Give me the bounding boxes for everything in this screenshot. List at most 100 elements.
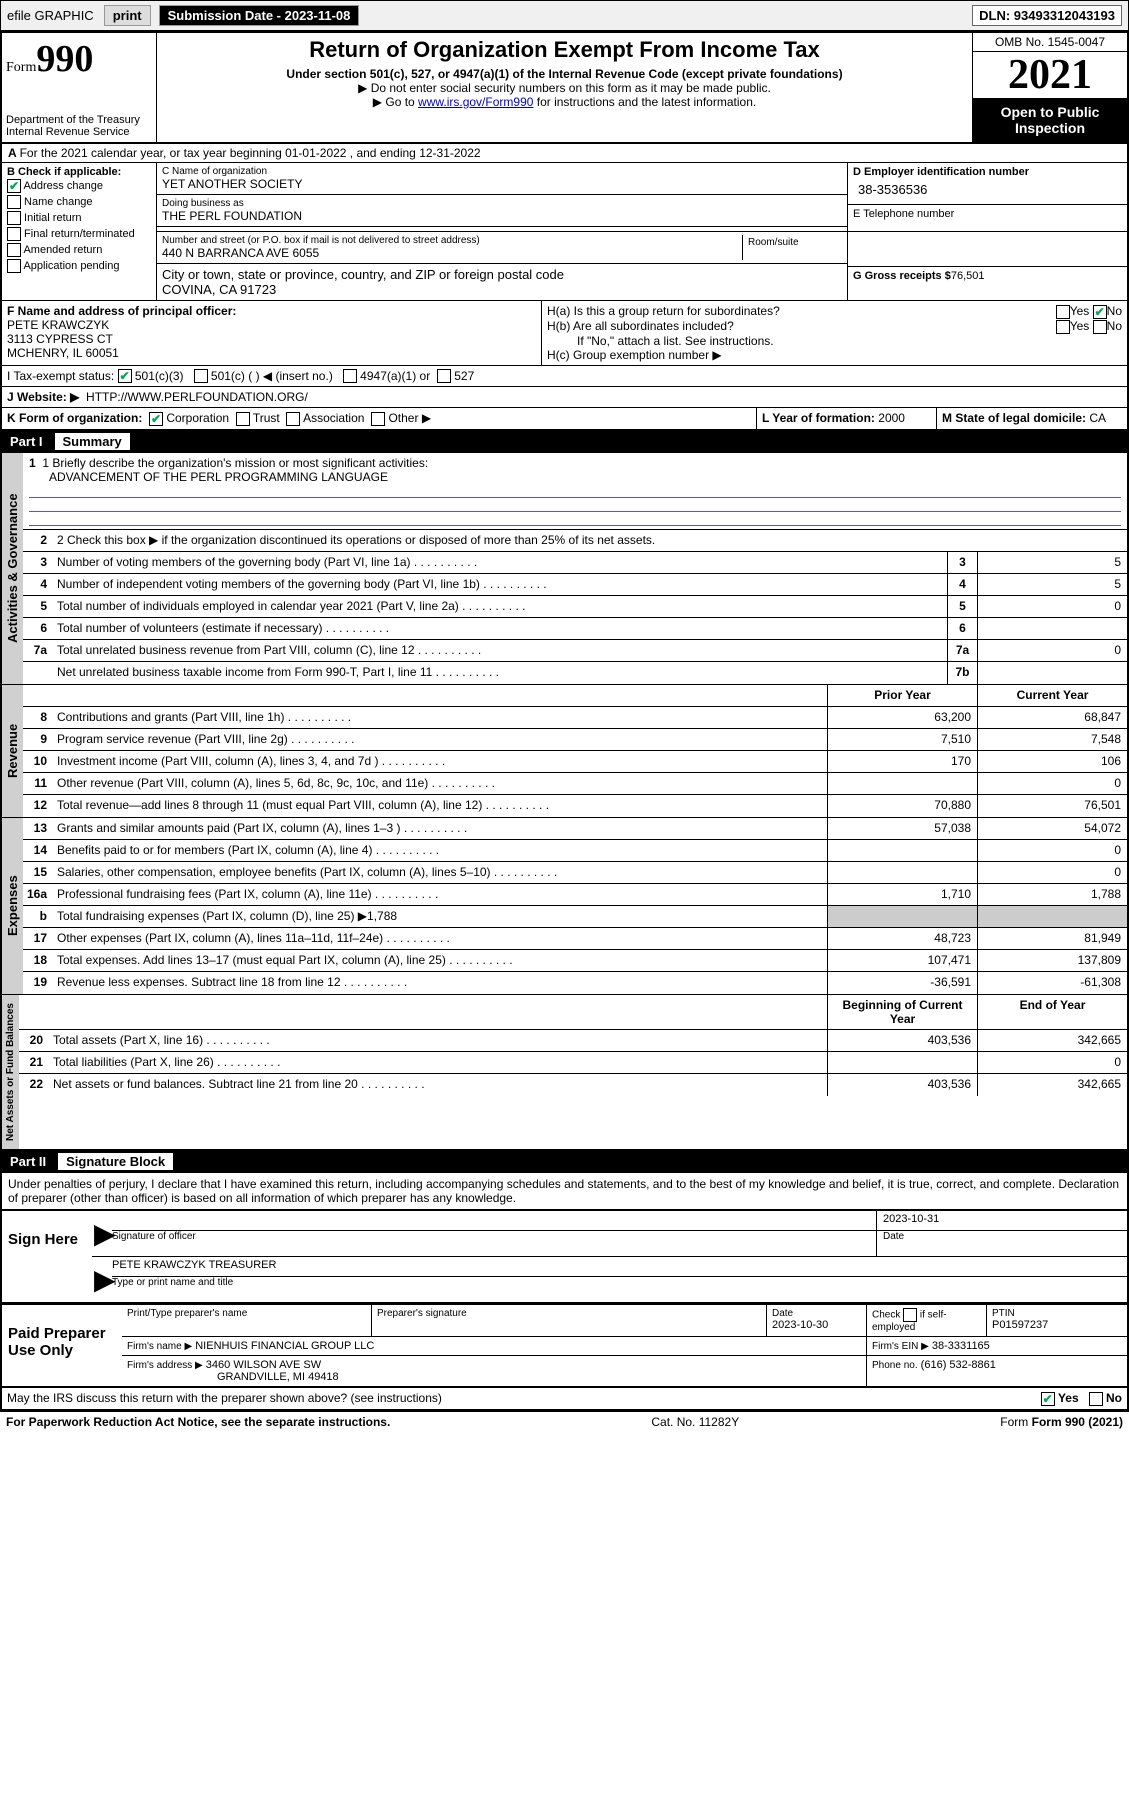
gross-receipts: G Gross receipts $76,501 — [848, 266, 1127, 285]
firm-ein: 38-3331165 — [932, 1340, 990, 1352]
gov-line: Net unrelated business taxable income fr… — [23, 662, 1127, 684]
sign-here-section: Sign Here ▶ Signature of officer 2023-10… — [2, 1210, 1127, 1304]
dept-label: Department of the Treasury Internal Reve… — [6, 114, 152, 138]
net-assets-section: Net Assets or Fund Balances Beginning of… — [2, 995, 1127, 1150]
501c3-checkbox[interactable] — [118, 369, 132, 383]
k-assoc-checkbox[interactable] — [286, 412, 300, 426]
omb-number: OMB No. 1545-0047 — [973, 33, 1127, 52]
tax-year: 2021 — [973, 52, 1127, 98]
section-b-item: Address change — [7, 178, 151, 194]
end-year-header: End of Year — [977, 995, 1127, 1029]
form-header: Form990 Department of the Treasury Inter… — [2, 33, 1127, 144]
section-c: C Name of organization YET ANOTHER SOCIE… — [157, 163, 1127, 300]
527-checkbox[interactable] — [437, 369, 451, 383]
expense-line: 19Revenue less expenses. Subtract line 1… — [23, 972, 1127, 994]
signature-caret-icon: ▶ — [92, 1211, 112, 1256]
expense-line: 16aProfessional fundraising fees (Part I… — [23, 884, 1127, 906]
page-footer: For Paperwork Reduction Act Notice, see … — [0, 1412, 1129, 1432]
b-checkbox-1[interactable] — [7, 195, 21, 209]
b-checkbox-0[interactable] — [7, 179, 21, 193]
expense-line: 18Total expenses. Add lines 13–17 (must … — [23, 950, 1127, 972]
signature-caret-icon-2: ▶ — [92, 1257, 112, 1302]
section-k: K Form of organization: Corporation Trus… — [2, 408, 757, 429]
print-button[interactable]: print — [104, 5, 151, 26]
4947-checkbox[interactable] — [343, 369, 357, 383]
gov-line: 7aTotal unrelated business revenue from … — [23, 640, 1127, 662]
k-other-checkbox[interactable] — [371, 412, 385, 426]
section-l: L Year of formation: 2000 — [757, 408, 937, 429]
header-note-2: ▶ Go to www.irs.gov/Form990 for instruct… — [161, 95, 968, 109]
gov-line: 6Total number of volunteers (estimate if… — [23, 618, 1127, 640]
sign-date: 2023-10-31 — [877, 1211, 1127, 1231]
section-klm: K Form of organization: Corporation Trus… — [2, 408, 1127, 430]
preparer-date: 2023-10-30 — [772, 1319, 861, 1331]
section-m: M State of legal domicile: CA — [937, 408, 1127, 429]
header-note-1: ▶ Do not enter social security numbers o… — [161, 81, 968, 95]
ptin-value: P01597237 — [992, 1319, 1122, 1331]
ha-no-checkbox[interactable] — [1093, 305, 1107, 319]
penalties-text: Under penalties of perjury, I declare th… — [2, 1173, 1127, 1210]
city-value: COVINA, CA 91723 — [162, 282, 842, 297]
form-subtitle: Under section 501(c), 527, or 4947(a)(1)… — [161, 67, 968, 81]
net-assets-line: 20Total assets (Part X, line 16)403,5363… — [19, 1030, 1127, 1052]
revenue-label: Revenue — [2, 685, 23, 817]
discuss-no-checkbox[interactable] — [1089, 1392, 1103, 1406]
firm-name: NIENHUIS FINANCIAL GROUP LLC — [195, 1340, 374, 1352]
section-h: H(a) Is this a group return for subordin… — [542, 301, 1127, 365]
governance-label: Activities & Governance — [2, 453, 23, 684]
expenses-label: Expenses — [2, 818, 23, 994]
dba-value: THE PERL FOUNDATION — [162, 209, 842, 223]
firm-addr-2: GRANDVILLE, MI 49418 — [127, 1371, 339, 1383]
room-label: Room/suite — [748, 237, 837, 248]
b-checkbox-2[interactable] — [7, 211, 21, 225]
expense-line: 14Benefits paid to or for members (Part … — [23, 840, 1127, 862]
section-fh: F Name and address of principal officer:… — [2, 301, 1127, 366]
revenue-section: Revenue Prior Year Current Year 8Contrib… — [2, 685, 1127, 818]
dln-label: DLN: 93493312043193 — [972, 5, 1122, 26]
b-checkbox-4[interactable] — [7, 243, 21, 257]
irs-link[interactable]: www.irs.gov/Form990 — [418, 95, 533, 109]
hb-yes-checkbox[interactable] — [1056, 320, 1070, 334]
ha-yes-checkbox[interactable] — [1056, 305, 1070, 319]
expense-line: 13Grants and similar amounts paid (Part … — [23, 818, 1127, 840]
b-checkbox-3[interactable] — [7, 227, 21, 241]
form-number: Form990 — [6, 37, 152, 81]
section-b-item: Application pending — [7, 258, 151, 274]
section-f: F Name and address of principal officer:… — [2, 301, 542, 365]
org-name-label: C Name of organization — [162, 166, 842, 177]
form-990-page: Form990 Department of the Treasury Inter… — [0, 31, 1129, 1412]
gov-line: 4Number of independent voting members of… — [23, 574, 1127, 596]
city-label: City or town, state or province, country… — [162, 267, 842, 282]
k-trust-checkbox[interactable] — [236, 412, 250, 426]
section-a-tax-year: A For the 2021 calendar year, or tax yea… — [2, 144, 1127, 163]
sig-officer-label: Signature of officer — [112, 1231, 876, 1242]
hb-no-checkbox[interactable] — [1093, 320, 1107, 334]
gov-line: 3Number of voting members of the governi… — [23, 552, 1127, 574]
section-b-item: Amended return — [7, 242, 151, 258]
phone-value — [853, 220, 1122, 228]
topbar: efile GRAPHIC print Submission Date - 20… — [0, 0, 1129, 31]
part-1-header: Part I Summary — [2, 430, 1127, 453]
k-corp-checkbox[interactable] — [149, 412, 163, 426]
street-label: Number and street (or P.O. box if mail i… — [162, 235, 742, 246]
section-d: D Employer identification number 38-3536… — [847, 163, 1127, 231]
net-assets-label: Net Assets or Fund Balances — [2, 995, 19, 1149]
discuss-yes-checkbox[interactable] — [1041, 1392, 1055, 1406]
part-2-header: Part II Signature Block — [2, 1150, 1127, 1173]
revenue-line: 8Contributions and grants (Part VIII, li… — [23, 707, 1127, 729]
section-b-item: Name change — [7, 194, 151, 210]
section-bcd: B Check if applicable: Address change Na… — [2, 163, 1127, 301]
ein-label: D Employer identification number — [853, 166, 1122, 178]
b-checkbox-5[interactable] — [7, 259, 21, 273]
submission-date-label: Submission Date - 2023-11-08 — [159, 5, 360, 26]
section-i: I Tax-exempt status: 501(c)(3) 501(c) ( … — [2, 366, 1127, 388]
section-j: J Website: ▶ HTTP://WWW.PERLFOUNDATION.O… — [2, 387, 1127, 408]
revenue-line: 11Other revenue (Part VIII, column (A), … — [23, 773, 1127, 795]
expense-line: 15Salaries, other compensation, employee… — [23, 862, 1127, 884]
section-b-item: Initial return — [7, 210, 151, 226]
revenue-line: 9Program service revenue (Part VIII, lin… — [23, 729, 1127, 751]
501c-checkbox[interactable] — [194, 369, 208, 383]
expense-line: 17Other expenses (Part IX, column (A), l… — [23, 928, 1127, 950]
website-value: HTTP://WWW.PERLFOUNDATION.ORG/ — [86, 390, 308, 404]
self-employed-checkbox[interactable] — [903, 1308, 917, 1322]
